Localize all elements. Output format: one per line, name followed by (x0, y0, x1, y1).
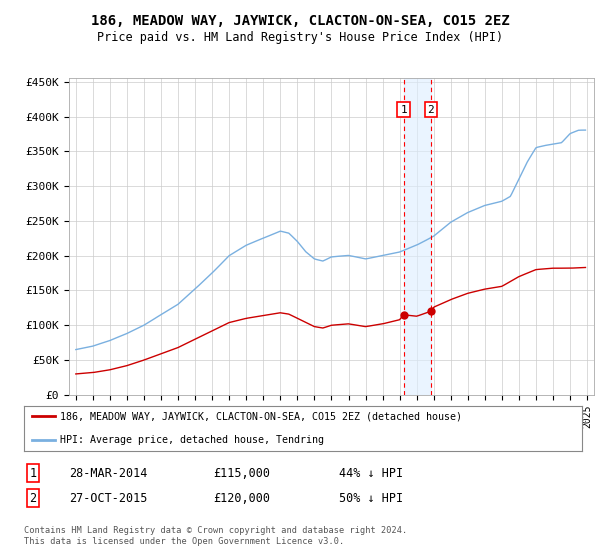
Text: 2: 2 (29, 492, 37, 505)
Text: 186, MEADOW WAY, JAYWICK, CLACTON-ON-SEA, CO15 2EZ (detached house): 186, MEADOW WAY, JAYWICK, CLACTON-ON-SEA… (60, 411, 462, 421)
Text: 1: 1 (29, 466, 37, 480)
Text: 2: 2 (427, 105, 434, 115)
Text: HPI: Average price, detached house, Tendring: HPI: Average price, detached house, Tend… (60, 435, 324, 445)
Text: 28-MAR-2014: 28-MAR-2014 (69, 466, 148, 480)
Text: £120,000: £120,000 (213, 492, 270, 505)
Text: 27-OCT-2015: 27-OCT-2015 (69, 492, 148, 505)
Text: Price paid vs. HM Land Registry's House Price Index (HPI): Price paid vs. HM Land Registry's House … (97, 31, 503, 44)
Text: 1: 1 (400, 105, 407, 115)
Text: Contains HM Land Registry data © Crown copyright and database right 2024.
This d: Contains HM Land Registry data © Crown c… (24, 526, 407, 546)
Text: £115,000: £115,000 (213, 466, 270, 480)
Bar (404, 78, 431, 395)
Text: 186, MEADOW WAY, JAYWICK, CLACTON-ON-SEA, CO15 2EZ: 186, MEADOW WAY, JAYWICK, CLACTON-ON-SEA… (91, 14, 509, 28)
Text: 44% ↓ HPI: 44% ↓ HPI (339, 466, 403, 480)
Text: 50% ↓ HPI: 50% ↓ HPI (339, 492, 403, 505)
